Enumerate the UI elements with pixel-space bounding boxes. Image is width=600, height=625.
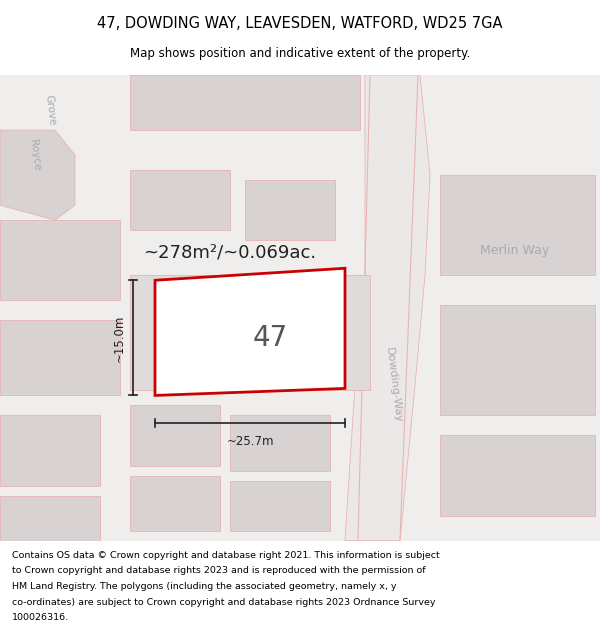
Bar [230,481,330,531]
Bar [0,496,100,541]
Bar [230,416,330,471]
Text: Dowding-Way: Dowding-Way [383,347,403,424]
Polygon shape [155,268,345,396]
Bar [440,175,595,275]
Bar [130,476,220,531]
Bar [0,220,120,300]
Text: 100026316.: 100026316. [12,613,69,622]
Bar [200,290,340,381]
Bar [0,416,100,486]
Polygon shape [0,130,75,220]
Text: ~278m²/~0.069ac.: ~278m²/~0.069ac. [143,243,317,261]
Bar [130,275,370,391]
Text: co-ordinates) are subject to Crown copyright and database rights 2023 Ordnance S: co-ordinates) are subject to Crown copyr… [12,598,436,607]
Bar [0,321,120,396]
Text: Merlin Way: Merlin Way [481,244,550,257]
Bar [130,406,220,466]
Polygon shape [345,75,430,541]
Text: Contains OS data © Crown copyright and database right 2021. This information is : Contains OS data © Crown copyright and d… [12,551,440,560]
Text: ~15.0m: ~15.0m [113,314,125,361]
Bar [130,75,360,130]
Text: ~25.7m: ~25.7m [226,435,274,448]
Text: 47, DOWDING WAY, LEAVESDEN, WATFORD, WD25 7GA: 47, DOWDING WAY, LEAVESDEN, WATFORD, WD2… [97,16,503,31]
Bar [440,436,595,516]
Text: Grove: Grove [43,94,57,126]
Bar [130,170,230,230]
Text: HM Land Registry. The polygons (including the associated geometry, namely x, y: HM Land Registry. The polygons (includin… [12,582,397,591]
Text: Map shows position and indicative extent of the property.: Map shows position and indicative extent… [130,48,470,61]
Text: Royce: Royce [28,139,42,171]
Text: 47: 47 [253,324,287,352]
Text: to Crown copyright and database rights 2023 and is reproduced with the permissio: to Crown copyright and database rights 2… [12,566,425,576]
Bar [245,180,335,240]
Bar [440,305,595,416]
